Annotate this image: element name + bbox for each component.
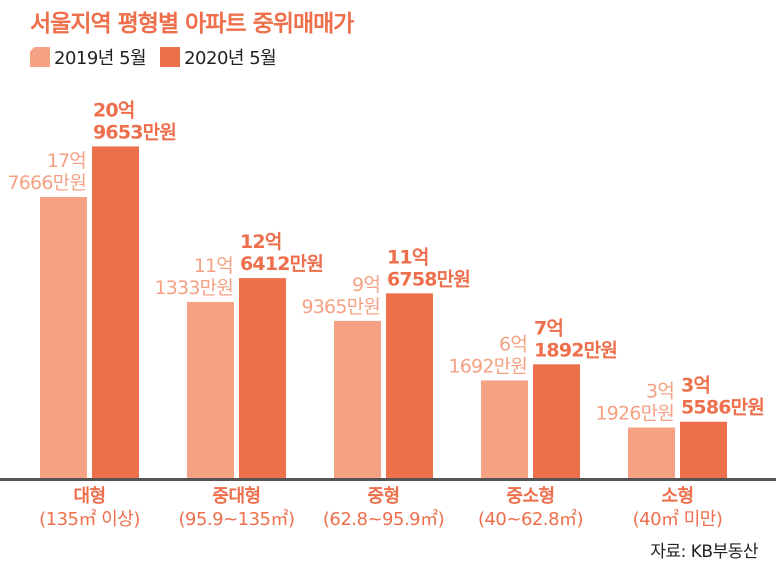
bar-2020-4 (533, 364, 580, 478)
legend-swatch-2019 (30, 47, 50, 67)
category-label-4: 중소형 (40~62.8㎡) (477, 485, 584, 531)
data-label-2020-2-line1: 12억 (240, 231, 282, 253)
category-name: 소형 (661, 486, 694, 507)
category-range: (40㎡ 미만) (632, 509, 723, 530)
category-name: 중대형 (212, 486, 261, 507)
legend-swatch-2020 (160, 47, 181, 67)
legend-label-2020: 2020년 5월 (184, 48, 277, 69)
category-label-5: 소형 (40㎡ 미만) (633, 485, 723, 531)
legend-item-2020: 2020년 5월 (160, 44, 277, 70)
bar-2019-2 (187, 301, 234, 478)
category-name: 중소형 (506, 486, 555, 507)
data-label-2019-3-line1: 9억 (352, 274, 380, 296)
legend-label-2019: 2019년 5월 (54, 48, 147, 69)
data-label-2020-3-line1: 11억 (387, 246, 429, 268)
data-label-2020-4-line2: 1892만원 (534, 339, 617, 361)
bar-2019-5 (628, 427, 675, 478)
data-label-2019-4-line2: 1692만원 (448, 355, 527, 377)
legend-item-2019: 2019년 5월 (30, 44, 147, 70)
bar-2019-4 (481, 380, 528, 478)
category-name: 대형 (73, 486, 106, 507)
bar-2019-1 (40, 197, 87, 479)
data-label-2020-1-line1: 20억 (93, 99, 135, 121)
source-note: 자료: KB부동산 (650, 542, 758, 562)
data-label-2019-3-line2: 9365만원 (301, 296, 380, 318)
bar-2020-5 (680, 421, 727, 478)
data-label-2019-1-line2: 7666만원 (7, 172, 86, 194)
data-label-2020-5-line2: 5586만원 (681, 397, 764, 419)
data-label-2020-3-line2: 6758만원 (387, 268, 470, 290)
category-range: (40~62.8㎡) (477, 509, 584, 530)
data-label-2019-5-line1: 3억 (646, 381, 674, 403)
category-label-3: 중형 (62.8~95.9㎡) (322, 485, 445, 531)
category-range: (135㎡ 이상) (39, 509, 140, 530)
data-label-2019-5-line2: 1926만원 (595, 403, 674, 425)
bar-2019-3 (334, 320, 381, 478)
category-range: (95.9~135㎡) (178, 509, 295, 530)
data-label-2019-2-line1: 11억 (194, 255, 233, 277)
bar-2020-2 (239, 278, 286, 478)
data-label-2019-4-line1: 6억 (499, 333, 527, 355)
bar-2020-1 (92, 146, 139, 478)
legend: 2019년 5월 2020년 5월 (30, 44, 290, 70)
category-label-1: 대형 (135㎡ 이상) (39, 485, 140, 531)
data-label-2020-4-line1: 7억 (534, 317, 563, 339)
category-name: 중형 (367, 486, 400, 507)
bar-2020-3 (386, 293, 433, 478)
data-label-2020-2-line2: 6412만원 (240, 253, 323, 275)
x-axis-baseline (0, 478, 776, 481)
category-label-2: 중대형 (95.9~135㎡) (178, 485, 295, 531)
category-range: (62.8~95.9㎡) (322, 509, 445, 530)
data-label-2020-5-line1: 3억 (681, 375, 710, 397)
data-label-2020-1-line2: 9653만원 (93, 121, 176, 143)
data-label-2019-2-line2: 1333만원 (154, 277, 233, 299)
chart-title: 서울지역 평형별 아파트 중위매매가 (30, 11, 354, 37)
data-label-2019-1-line1: 17억 (47, 150, 86, 172)
